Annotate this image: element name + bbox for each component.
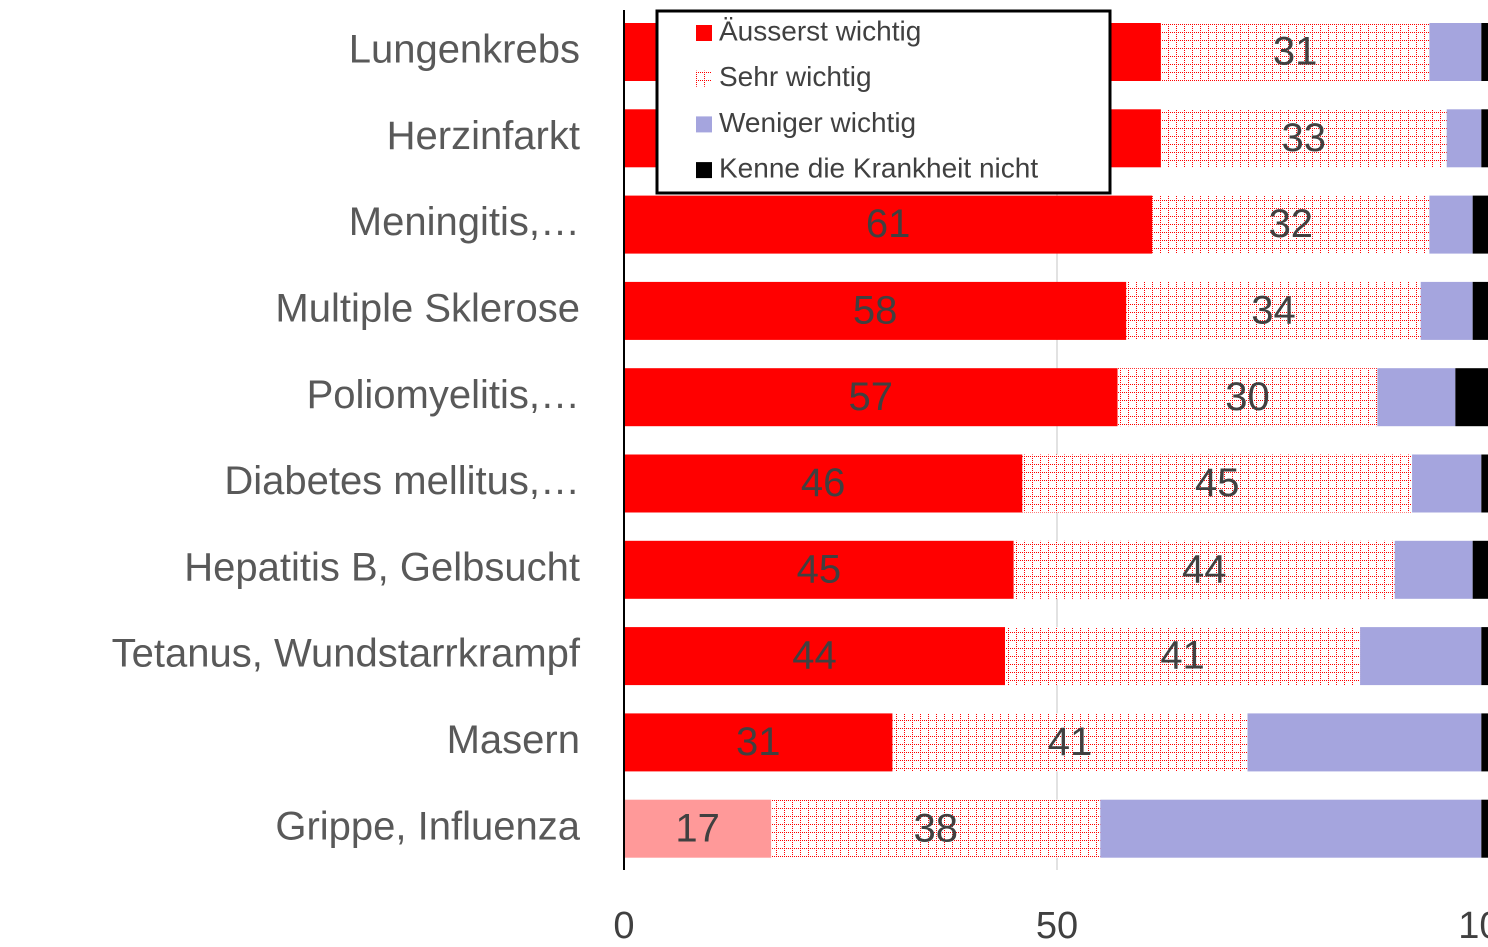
- bar-segment: [1126, 281, 1421, 340]
- bar-segment: [624, 799, 772, 858]
- bar-segment: [1481, 713, 1488, 772]
- legend-swatch: [696, 162, 712, 179]
- legend: Äusserst wichtig Sehr wichtig Weniger wich…: [655, 9, 1112, 195]
- data-label: 44: [1182, 547, 1227, 591]
- bar-segment: [1005, 627, 1361, 686]
- data-label: 30: [1225, 375, 1270, 419]
- bar-segment: [892, 713, 1248, 772]
- data-label: 58: [853, 288, 898, 332]
- data-label: 61: [866, 202, 911, 246]
- y-tick-label: Tetanus, Wundstarrkrampf: [112, 632, 581, 676]
- legend-label: Äusserst wichtig: [719, 15, 921, 46]
- data-label: 41: [1160, 634, 1205, 678]
- bar-segment: [1160, 23, 1430, 81]
- data-label: 17: [675, 806, 720, 850]
- bar-segment: [624, 540, 1014, 599]
- legend-box: [655, 9, 1112, 195]
- bar-segment: [1455, 368, 1488, 427]
- bar-segment: [1420, 281, 1473, 340]
- legend-label: Kenne die Krankheit nicht: [719, 152, 1038, 183]
- y-tick-label: Hepatitis B, Gelbsucht: [184, 545, 580, 589]
- bar-segment: [1472, 281, 1488, 340]
- y-tick-label: Multiple Sklerose: [275, 286, 580, 330]
- y-tick-label: Lungenkrebs: [349, 28, 580, 72]
- legend-swatch: [696, 70, 712, 87]
- legend-label: Weniger wichtig: [719, 107, 916, 138]
- bar-segment: [1481, 454, 1488, 513]
- y-tick-label: Diabetes mellitus,…: [224, 459, 580, 503]
- bar-segment: [1481, 109, 1488, 168]
- data-label: 45: [797, 547, 842, 591]
- legend-swatch: [696, 25, 712, 41]
- bar-segment: [1152, 195, 1430, 254]
- x-tick-label: 0: [613, 905, 634, 947]
- bar-segment: [1117, 368, 1378, 427]
- bar-segment: [624, 454, 1023, 513]
- bar-segment: [1429, 23, 1482, 81]
- data-label: 57: [849, 375, 894, 419]
- y-tick-label: Meningitis,…: [349, 200, 580, 244]
- bar-segment: [1377, 368, 1456, 427]
- bar-segment: [1472, 195, 1488, 254]
- y-tick-label: Poliomyelitis,…: [307, 373, 580, 417]
- bar-segment: [1247, 713, 1482, 772]
- data-label: 45: [1195, 461, 1240, 505]
- bar-segment: [624, 627, 1006, 686]
- data-label: 31: [736, 720, 781, 764]
- bar-segment: [1446, 109, 1482, 168]
- data-label: 32: [1269, 202, 1314, 246]
- bar-segment: [771, 799, 1101, 858]
- bar-segment: [1022, 454, 1413, 513]
- data-label: 46: [801, 461, 846, 505]
- bar-segment: [624, 368, 1118, 427]
- x-tick-label: 50: [1036, 905, 1078, 947]
- bar-segment: [1472, 540, 1488, 599]
- bar-segment: [1360, 627, 1482, 686]
- x-tick-label: 100: [1458, 905, 1488, 947]
- bar-segment: [624, 713, 893, 772]
- bar-segment: [1412, 454, 1482, 513]
- data-label: 38: [914, 806, 959, 850]
- y-tick-label: Grippe, Influenza: [275, 804, 580, 848]
- bar-segment: [1013, 540, 1395, 599]
- y-tick-label: Masern: [447, 718, 580, 762]
- bar-segment: [1160, 109, 1447, 168]
- data-label: 33: [1282, 116, 1327, 160]
- bar-segment: [624, 281, 1127, 340]
- bar-segment: [1429, 195, 1473, 254]
- bar-segment: [1100, 799, 1482, 858]
- bar-segment: [1394, 540, 1473, 599]
- data-label: 44: [792, 634, 837, 678]
- bar-segment: [624, 195, 1153, 254]
- legend-label: Sehr wichtig: [719, 61, 872, 92]
- bar-segment: [1481, 627, 1488, 686]
- y-tick-label: Herzinfarkt: [387, 114, 580, 158]
- bar-segment: [1481, 799, 1488, 858]
- data-label: 31: [1273, 30, 1318, 74]
- data-label: 41: [1048, 720, 1093, 764]
- bar-segment: [1481, 23, 1488, 81]
- legend-swatch: [696, 116, 712, 133]
- data-label: 34: [1251, 288, 1296, 332]
